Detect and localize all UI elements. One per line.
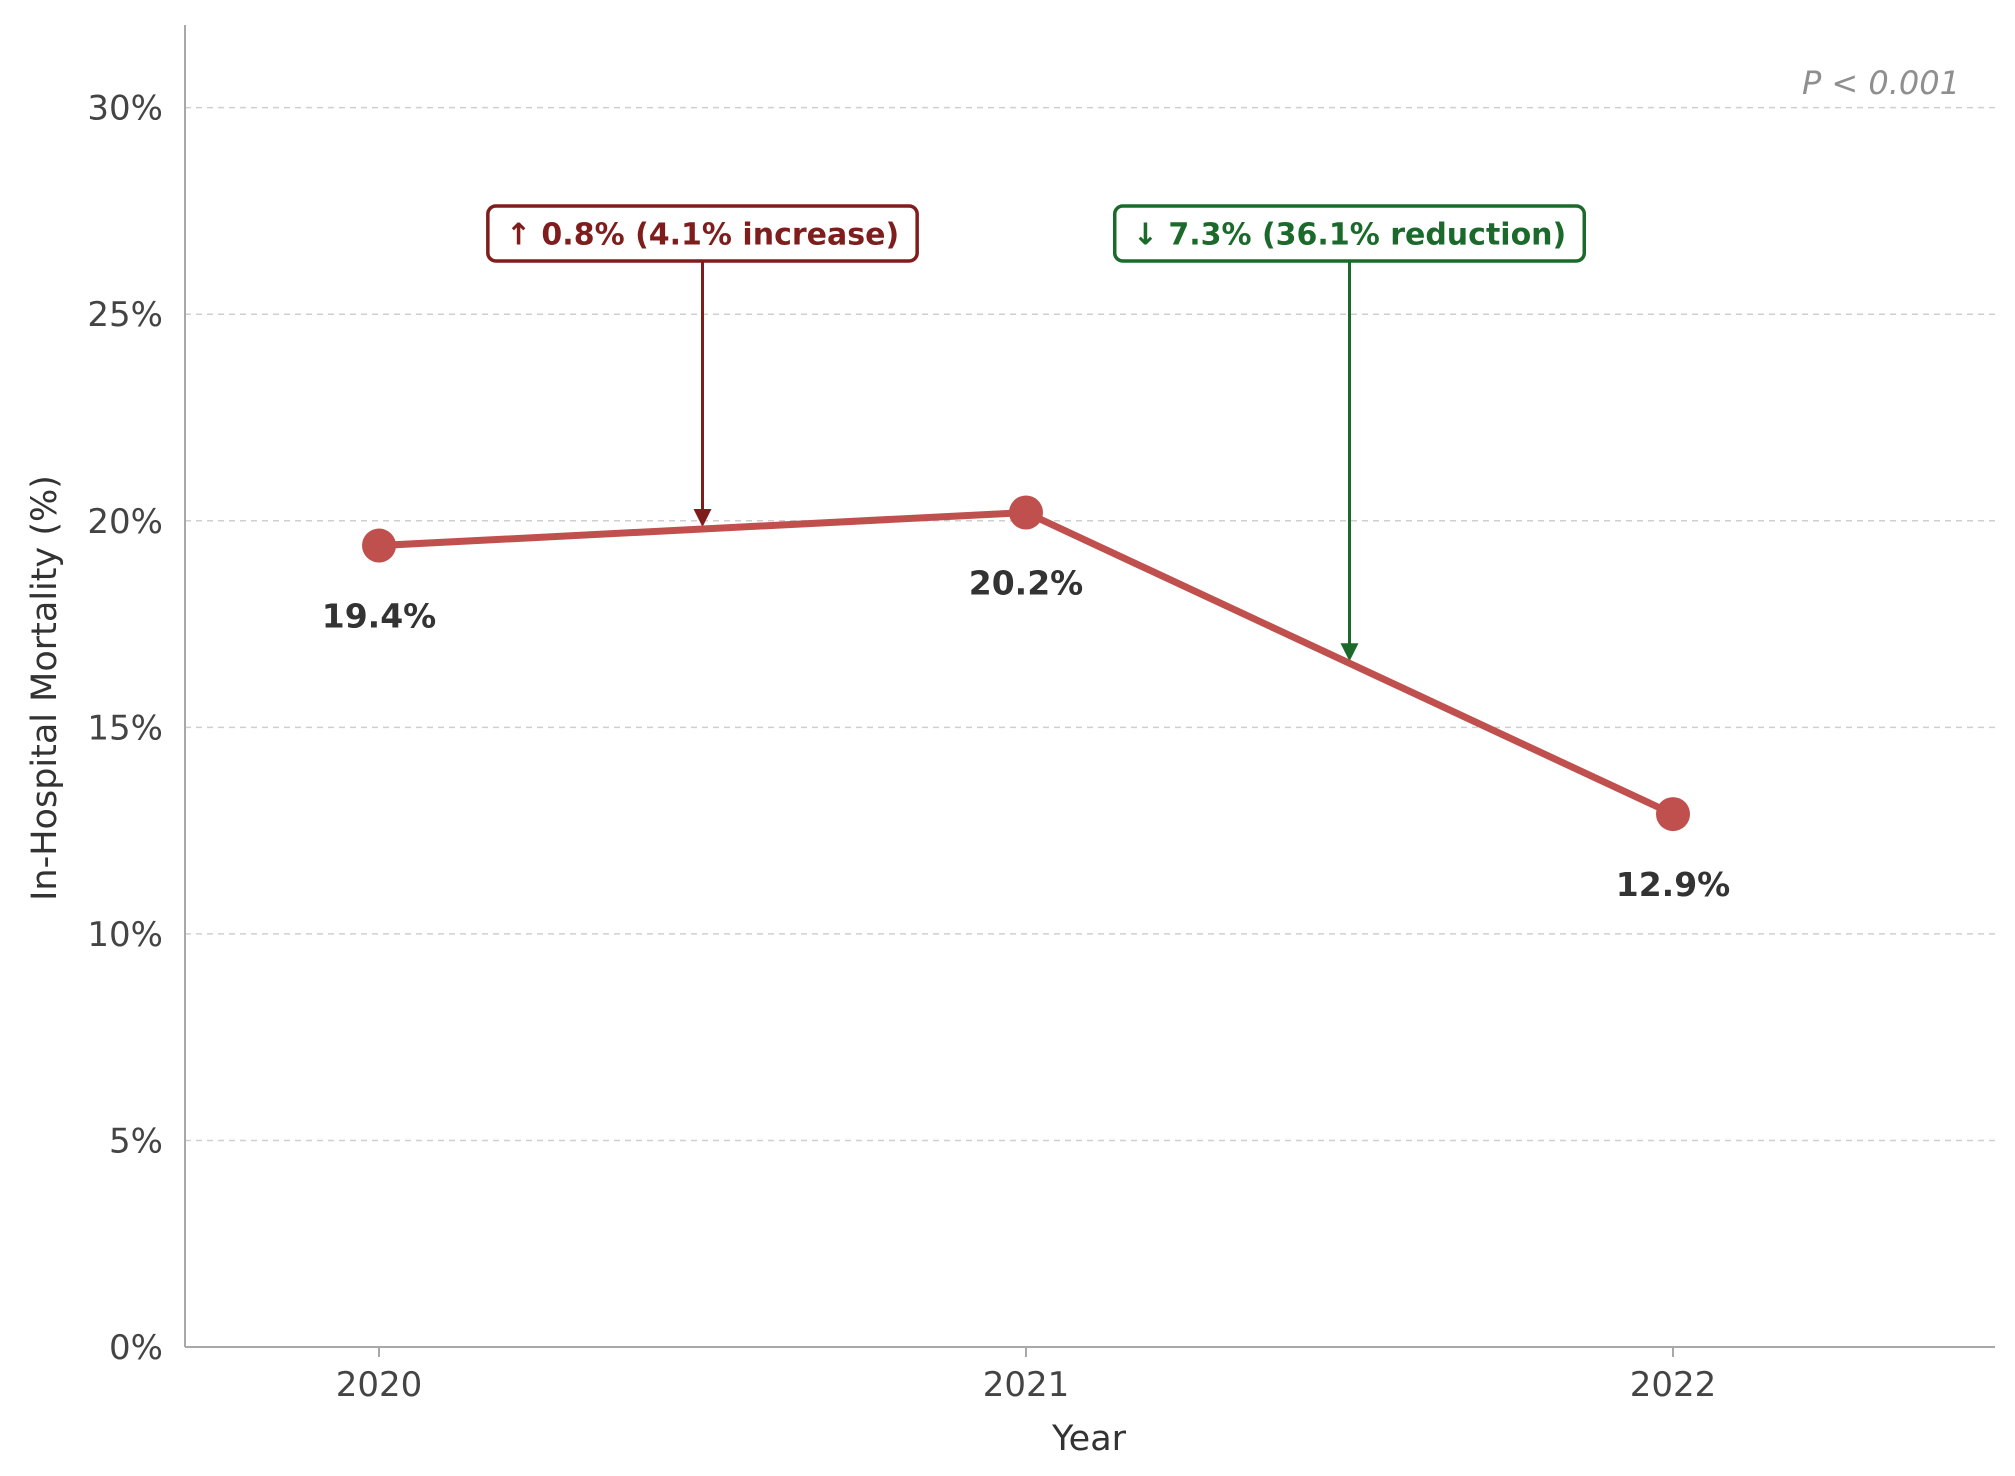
annotation-text: ↑ 0.8% (4.1% increase): [506, 218, 899, 253]
data-label: 19.4%: [322, 597, 437, 636]
series-line: [375, 508, 1677, 818]
y-tick-label: 30%: [87, 89, 163, 129]
y-tick-label: 0%: [109, 1328, 163, 1368]
annotation: ↑ 0.8% (4.1% increase): [486, 204, 919, 528]
annotations: ↑ 0.8% (4.1% increase) ↓ 7.3% (36.1% redu…: [486, 204, 1587, 662]
data-point: [362, 528, 396, 563]
gridlines: [185, 106, 1995, 1142]
y-tick-label: 10%: [87, 915, 163, 955]
y-tick-label: 20%: [87, 502, 163, 542]
series-layer: [362, 495, 1690, 832]
y-axis-title: In-Hospital Mortality (%): [25, 475, 65, 901]
axes: 0% 5% 10% 15% 20% 25% 30% 2020 2021 2022: [87, 25, 1995, 1405]
x-tick-label: 2021: [983, 1365, 1070, 1405]
y-tick-label: 15%: [87, 708, 163, 748]
data-point: [1009, 495, 1043, 530]
annotation: ↓ 7.3% (36.1% reduction): [1112, 204, 1587, 662]
data-point: [1656, 797, 1690, 832]
data-label: 12.9%: [1616, 865, 1731, 904]
y-tick-label: 25%: [87, 295, 163, 335]
x-tick-label: 2022: [1630, 1365, 1717, 1405]
p-value-label: P < 0.001: [1802, 64, 1960, 102]
data-labels: 19.4% 20.2% 12.9%: [322, 563, 1731, 904]
annotation-arrowhead: [1340, 643, 1359, 662]
y-tick-label: 5%: [109, 1121, 163, 1161]
data-label: 20.2%: [969, 563, 1084, 602]
annotation-arrowhead: [693, 509, 712, 528]
x-tick-label: 2020: [336, 1365, 423, 1405]
x-axis-title: Year: [1051, 1419, 1127, 1459]
annotation-text: ↓ 7.3% (36.1% reduction): [1133, 218, 1567, 253]
